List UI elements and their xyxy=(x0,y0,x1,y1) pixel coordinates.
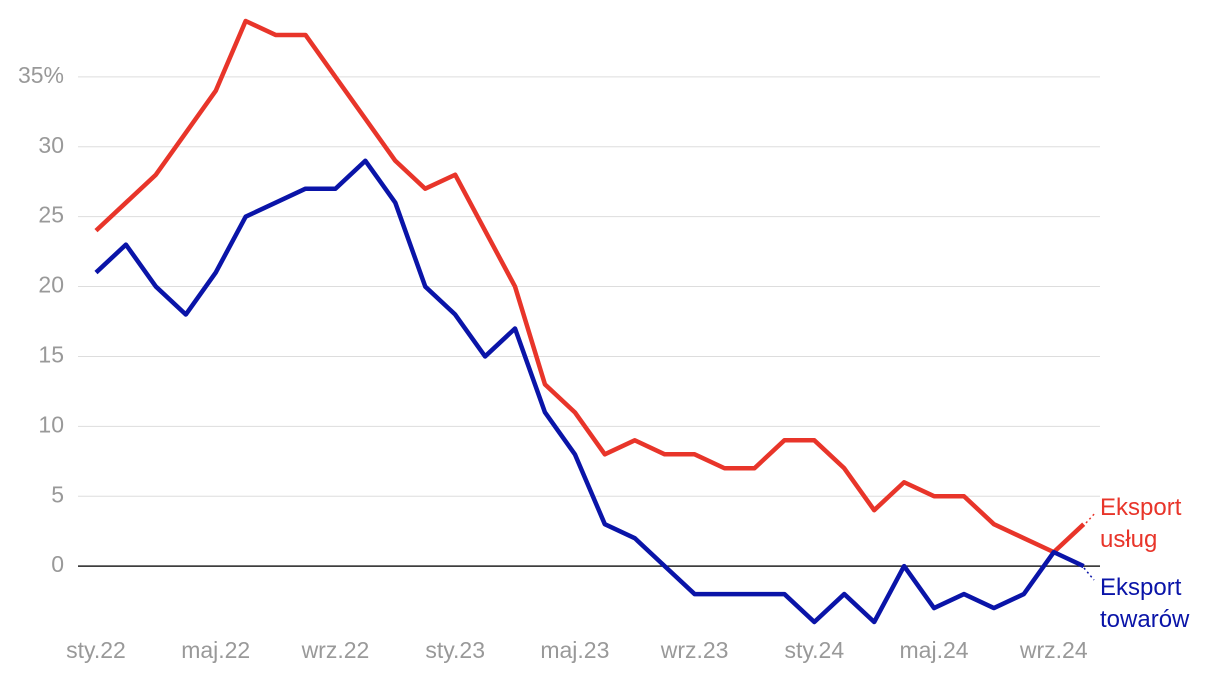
x-tick-label: wrz.22 xyxy=(301,637,370,663)
x-tick-label: maj.24 xyxy=(900,637,969,663)
y-tick-label: 20 xyxy=(38,272,64,298)
y-tick-label: 30 xyxy=(38,132,64,158)
x-tick-label: wrz.23 xyxy=(660,637,729,663)
y-tick-label: 35% xyxy=(18,62,64,88)
y-tick-label: 25 xyxy=(38,202,64,228)
series-line xyxy=(94,158,1085,625)
x-tick-label: maj.23 xyxy=(540,637,609,663)
x-tick-label: sty.22 xyxy=(66,637,126,663)
y-tick-label: 10 xyxy=(38,411,64,437)
leader xyxy=(1083,567,1095,581)
y-tick-label: 15 xyxy=(38,342,64,368)
series-label: Eksport towarów xyxy=(1100,574,1190,633)
leader xyxy=(1085,511,1097,524)
y-tick-label: 5 xyxy=(51,481,64,507)
x-tick-label: sty.24 xyxy=(784,637,844,663)
y-tick-label: 0 xyxy=(51,551,64,577)
x-tick-label: wrz.24 xyxy=(1019,637,1088,663)
x-tick-label: sty.23 xyxy=(425,637,485,663)
x-tick-label: maj.22 xyxy=(181,637,250,663)
series-line xyxy=(94,18,1086,555)
series-label: Eksport usług xyxy=(1100,494,1182,553)
